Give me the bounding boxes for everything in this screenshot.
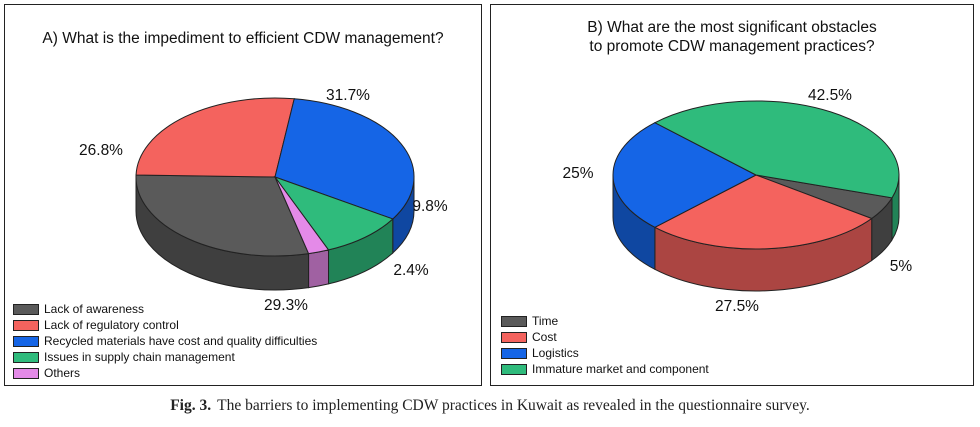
caption-text: The barriers to implementing CDW practic… xyxy=(217,397,810,414)
pie-a-legend-label-3: Issues in supply chain management xyxy=(44,350,235,364)
pie-b-legend-item-1: Cost xyxy=(501,329,709,345)
pie-a-label-1: 26.8% xyxy=(79,142,123,159)
pie-a-legend-label-4: Others xyxy=(44,366,81,380)
pie-b-slice-3 xyxy=(653,100,900,199)
chart-title-b: B) What are the most significant obstacl… xyxy=(491,18,973,56)
pie-a-legend-label-2: Recycled materials have cost and quality… xyxy=(44,334,318,348)
pie-chart-a: 29.3% 26.8% 31.7% 9.8% 2.4% xyxy=(79,87,448,314)
caption-label: Fig. 3. xyxy=(170,397,212,414)
chart-title-b-line1: B) What are the most significant obstacl… xyxy=(587,19,877,36)
pie-a-slices xyxy=(135,97,415,257)
legend-a: Lack of awareness Lack of regulatory cont… xyxy=(13,301,317,381)
pie-a-slice-0 xyxy=(135,174,310,257)
pie-b-label-0: 5% xyxy=(890,258,913,275)
pie-b-labels: 5% 27.5% 25% 42.5% xyxy=(562,87,912,315)
pie-b-legend-label-1: Cost xyxy=(532,330,557,344)
pie-a-labels: 29.3% 26.8% 31.7% 9.8% 2.4% xyxy=(79,87,448,314)
chart-title-a-text: A) What is the impediment to efficient C… xyxy=(42,30,444,47)
pie-a-slice-3 xyxy=(273,175,394,251)
pie-b-legend-item-2: Logistics xyxy=(501,345,709,361)
pie-a-legend-swatch-0 xyxy=(13,303,39,315)
legend-b: Time Cost Logistics Immature market and com… xyxy=(501,313,709,377)
pie-b-legend-swatch-2 xyxy=(501,347,527,359)
pie-a-legend-item-3: Issues in supply chain management xyxy=(13,349,317,365)
pie-a-legend-item-1: Lack of regulatory control xyxy=(13,317,317,333)
pie-a-label-4: 2.4% xyxy=(393,262,429,279)
pie-b-label-3: 42.5% xyxy=(808,87,852,104)
pie-b-label-2: 25% xyxy=(562,165,593,182)
pie-a-legend-item-0: Lack of awareness xyxy=(13,301,317,317)
pie-b-legend-item-0: Time xyxy=(501,313,709,329)
pie-b-legend-item-3: Immature market and component xyxy=(501,361,709,377)
pie-a-sides xyxy=(135,176,415,291)
pie-b-slices xyxy=(612,100,900,250)
pie-b-slice-1 xyxy=(653,174,873,250)
pie-b-legend-swatch-3 xyxy=(501,363,527,375)
pie-a-label-2: 31.7% xyxy=(326,87,370,104)
pie-a-legend-item-2: Recycled materials have cost and quality… xyxy=(13,333,317,349)
pie-b-slice-2 xyxy=(612,122,758,228)
pie-b-legend-label-3: Immature market and component xyxy=(532,362,709,376)
pie-a-label-0: 29.3% xyxy=(264,297,308,314)
pie-a-legend-item-4: Others xyxy=(13,365,317,381)
chart-title-a: A) What is the impediment to efficient C… xyxy=(5,29,481,48)
figure-caption: Fig. 3. The barriers to implementing CDW … xyxy=(0,397,980,415)
chart-panel-a: A) What is the impediment to efficient C… xyxy=(4,4,482,386)
pie-a-legend-swatch-4 xyxy=(13,367,39,379)
pie-b-legend-swatch-1 xyxy=(501,331,527,343)
pie-a-slice-4 xyxy=(274,176,330,255)
pie-b-label-1: 27.5% xyxy=(715,298,759,315)
pie-a-label-3: 9.8% xyxy=(412,198,448,215)
pie-chart-b: 5% 27.5% 25% 42.5% xyxy=(562,87,912,315)
pie-a-side-4 xyxy=(308,249,330,289)
pie-b-legend-label-2: Logistics xyxy=(532,346,579,360)
pie-a-legend-swatch-3 xyxy=(13,351,39,363)
pie-a-legend-swatch-1 xyxy=(13,319,39,331)
pie-a-slice-1 xyxy=(135,97,295,178)
pie-a-legend-label-1: Lack of regulatory control xyxy=(44,318,179,332)
chart-panel-b: B) What are the most significant obstacl… xyxy=(490,4,974,386)
pie-b-legend-label-0: Time xyxy=(532,314,559,328)
pie-b-legend-swatch-0 xyxy=(501,315,527,327)
pie-a-legend-label-0: Lack of awareness xyxy=(44,302,145,316)
pie-a-legend-swatch-2 xyxy=(13,335,39,347)
chart-title-b-line2: to promote CDW management practices? xyxy=(589,38,875,55)
